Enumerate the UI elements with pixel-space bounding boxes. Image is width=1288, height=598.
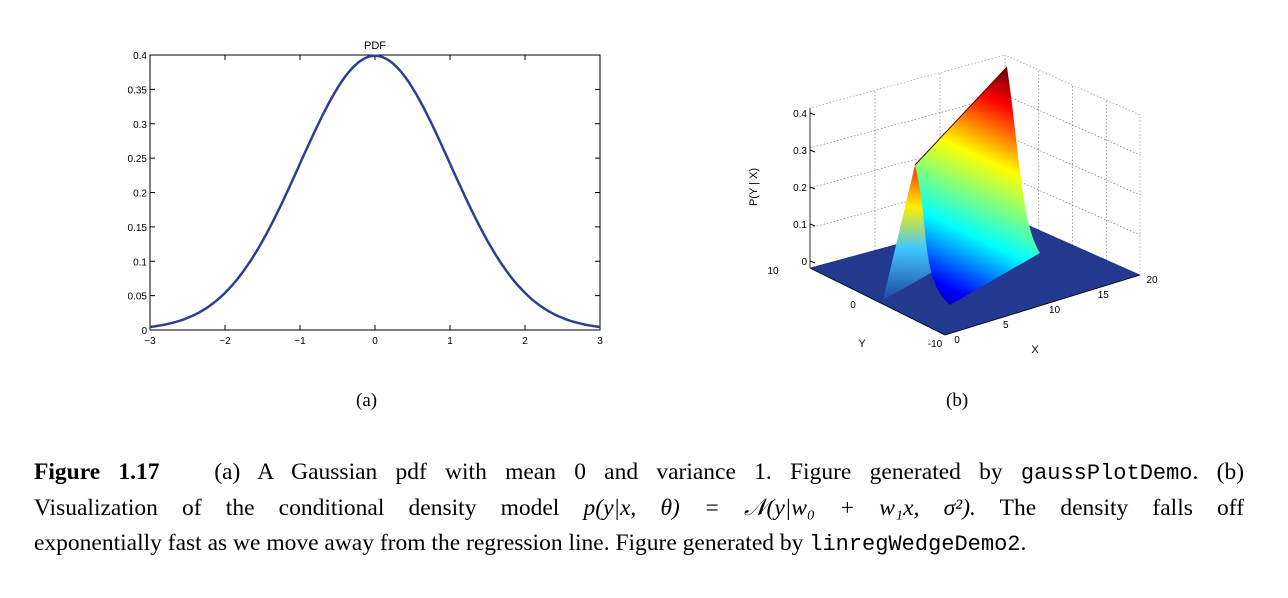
caption-text-3-end: .	[1020, 530, 1027, 556]
y-tick-label: 0.4	[133, 51, 147, 62]
z-tick	[809, 112, 816, 116]
chart-title: PDF	[364, 40, 386, 52]
y-tick-label: 0.05	[128, 292, 148, 303]
x-tick-label: 10	[1049, 305, 1061, 316]
z-tick-label: 0.1	[793, 220, 807, 231]
z-tick	[809, 260, 816, 264]
y-tick-label: 0.35	[128, 85, 148, 96]
z-tick	[809, 149, 816, 153]
z-tick-label: 0.4	[793, 109, 807, 120]
x-tick-label: −1	[294, 336, 306, 347]
subfigure-label-a: (a)	[356, 390, 378, 411]
x-tick-label: −3	[144, 336, 156, 347]
conditional-density-surface: 0 0.1 0.2 0.3 0.4 10 0 -10 0 5 10 15 20 X Y P(Y | X)	[748, 55, 1158, 356]
caption-text-1: (a) A Gaussian pdf with mean 0 and varia…	[214, 459, 1003, 485]
caption-line-3: exponentially fast as we move away from …	[34, 526, 1244, 562]
caption-text-1-end: . (b)	[1192, 459, 1245, 485]
x-tick-label: −2	[219, 336, 231, 347]
y-tick-label: 0.3	[133, 120, 147, 131]
z-axis-label: P(Y | X)	[748, 168, 760, 206]
gaussian-pdf-chart: PDF −3 −2 −1 0 1 2 3 0 0.05 0.1 0.15 0.2 0.25 0.3 0.35 0…	[128, 40, 604, 347]
y-tick-label: 0.2	[133, 189, 147, 200]
caption-line-2: Visualization of the conditional density…	[34, 491, 1244, 526]
caption-text-3: exponentially fast as we move away from …	[34, 530, 804, 556]
surface-wedge-front	[915, 67, 1040, 305]
code-gaussPlotDemo: gaussPlotDemo	[1020, 461, 1193, 486]
x-tick-label: 2	[522, 336, 528, 347]
caption-text-2: Visualization of the conditional density…	[34, 495, 560, 521]
y-tick-label: 0.15	[128, 223, 148, 234]
code-linregWedgeDemo2: linregWedgeDemo2	[809, 532, 1021, 557]
x-tick-label: 15	[1098, 290, 1110, 301]
pdf-curve	[149, 54, 601, 329]
caption-text-2-end: The density falls off	[999, 495, 1245, 521]
x-axis-line	[944, 274, 1141, 336]
x-tick-label: 20	[1146, 275, 1158, 286]
x-tick-label: 0	[372, 336, 378, 347]
y-tick-label: 0.25	[128, 154, 148, 165]
figure-number: Figure 1.17	[34, 459, 160, 485]
x-tick-label: 1	[447, 336, 453, 347]
z-tick	[809, 223, 816, 227]
x-tick-label: 3	[597, 336, 603, 347]
y-tick-label: 10	[767, 266, 779, 277]
x-tick-label: 0	[954, 335, 960, 346]
y-axis-label: Y	[858, 338, 866, 350]
y-tick-label: 0.1	[133, 257, 147, 268]
surface-ridge	[914, 66, 1008, 166]
z-tick-label: 0.3	[793, 146, 807, 157]
z-tick-label: 0.2	[793, 183, 807, 194]
figure-caption: Figure 1.17 (a) A Gaussian pdf with mean…	[34, 455, 1244, 562]
y-tick-label: 0	[850, 300, 856, 311]
plot-frame	[149, 54, 601, 331]
y-axis-line	[809, 267, 946, 336]
x-tick-label: 5	[1003, 320, 1009, 331]
caption-line-1: Figure 1.17 (a) A Gaussian pdf with mean…	[34, 455, 1244, 491]
y-tick-label: -10	[928, 339, 943, 350]
z-tick-label: 0	[801, 257, 807, 268]
z-tick	[809, 186, 816, 190]
caption-equation: p(y|x, θ) = 𝒩(y|w₀ + w₁x, σ²).	[583, 495, 976, 521]
x-axis-label: X	[1031, 344, 1039, 356]
wall-gridline	[1004, 134, 1141, 196]
y-tick-label: 0	[141, 326, 147, 337]
subfigure-label-b: (b)	[946, 390, 969, 411]
